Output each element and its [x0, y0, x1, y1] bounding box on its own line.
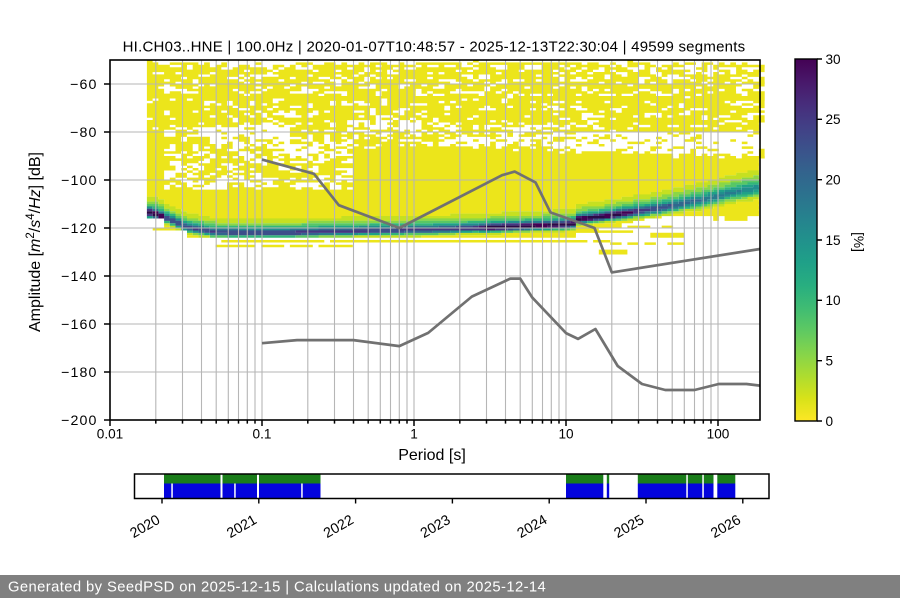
- svg-text:−60: −60: [70, 77, 97, 93]
- svg-text:−160: −160: [61, 317, 97, 333]
- svg-text:10: 10: [826, 293, 842, 308]
- svg-text:0.1: 0.1: [253, 427, 272, 442]
- svg-text:0.01: 0.01: [97, 427, 123, 442]
- svg-text:30: 30: [826, 52, 842, 67]
- svg-text:−200: −200: [61, 413, 97, 429]
- svg-text:10: 10: [558, 427, 574, 442]
- svg-text:HI.CH03..HNE | 100.0Hz | 2020-: HI.CH03..HNE | 100.0Hz | 2020-01-07T10:4…: [123, 39, 746, 56]
- svg-text:25: 25: [826, 112, 841, 127]
- svg-text:[%]: [%]: [851, 232, 866, 252]
- svg-text:−100: −100: [61, 173, 97, 189]
- svg-text:15: 15: [826, 233, 841, 248]
- svg-text:5: 5: [826, 354, 834, 369]
- svg-text:Generated by SeedPSD on 2025-1: Generated by SeedPSD on 2025-12-15 | Cal…: [8, 580, 546, 596]
- svg-text:Period [s]: Period [s]: [398, 447, 466, 464]
- svg-text:20: 20: [826, 173, 842, 188]
- svg-text:−80: −80: [70, 125, 97, 141]
- svg-text:0: 0: [826, 414, 834, 429]
- svg-text:Amplitude [m2/s4/Hz] [dB]: Amplitude [m2/s4/Hz] [dB]: [25, 152, 44, 332]
- svg-text:−120: −120: [61, 221, 97, 237]
- svg-text:−140: −140: [61, 269, 97, 285]
- svg-text:100: 100: [707, 427, 730, 442]
- svg-text:1: 1: [410, 427, 418, 442]
- svg-text:−180: −180: [61, 365, 97, 381]
